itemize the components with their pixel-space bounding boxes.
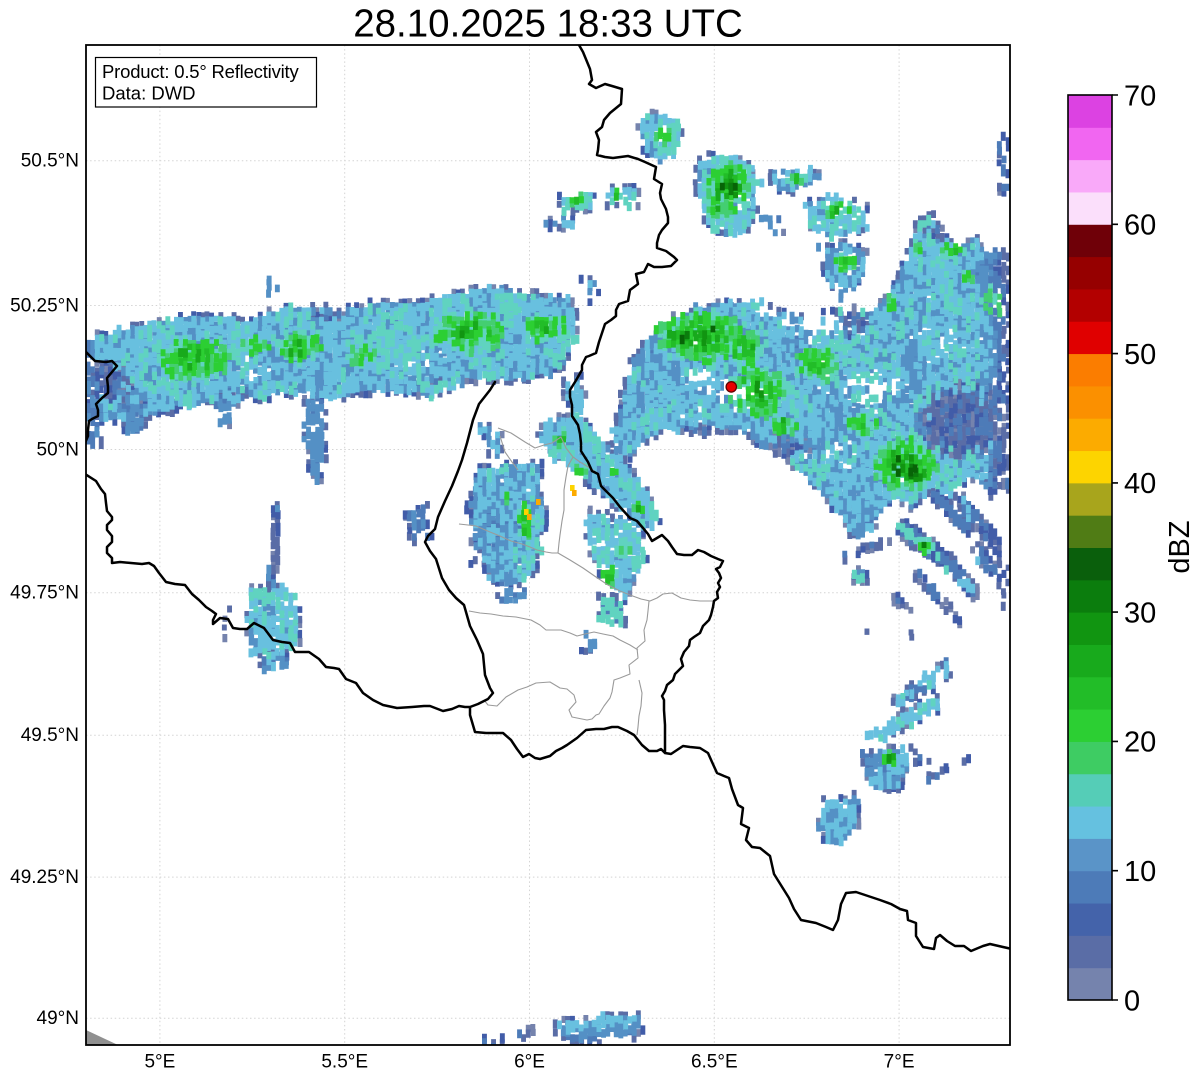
svg-text:50: 50 — [1124, 339, 1156, 371]
svg-text:6.5°E: 6.5°E — [691, 1052, 738, 1073]
svg-text:7°E: 7°E — [884, 1052, 915, 1073]
svg-text:10: 10 — [1124, 856, 1156, 888]
svg-text:Product: 0.5° Reflectivity: Product: 0.5° Reflectivity — [102, 61, 299, 82]
svg-text:60: 60 — [1124, 210, 1156, 242]
svg-text:50°N: 50°N — [37, 439, 79, 460]
svg-text:49.75°N: 49.75°N — [10, 583, 79, 604]
svg-text:20: 20 — [1124, 727, 1156, 759]
svg-text:5.5°E: 5.5°E — [321, 1052, 368, 1073]
svg-text:50.25°N: 50.25°N — [10, 295, 79, 316]
svg-text:49.25°N: 49.25°N — [10, 867, 79, 888]
svg-text:Data: DWD: Data: DWD — [102, 83, 196, 104]
svg-text:49°N: 49°N — [37, 1008, 79, 1029]
svg-text:50.5°N: 50.5°N — [21, 151, 79, 172]
svg-text:6°E: 6°E — [514, 1052, 545, 1073]
svg-text:30: 30 — [1124, 597, 1156, 629]
svg-text:5°E: 5°E — [144, 1052, 175, 1073]
svg-text:49.5°N: 49.5°N — [21, 725, 79, 746]
svg-text:0: 0 — [1124, 985, 1140, 1017]
svg-text:28.10.2025 18:33 UTC: 28.10.2025 18:33 UTC — [353, 3, 743, 46]
svg-text:dBZ: dBZ — [1164, 520, 1196, 573]
svg-text:40: 40 — [1124, 468, 1156, 500]
svg-text:70: 70 — [1124, 80, 1156, 112]
